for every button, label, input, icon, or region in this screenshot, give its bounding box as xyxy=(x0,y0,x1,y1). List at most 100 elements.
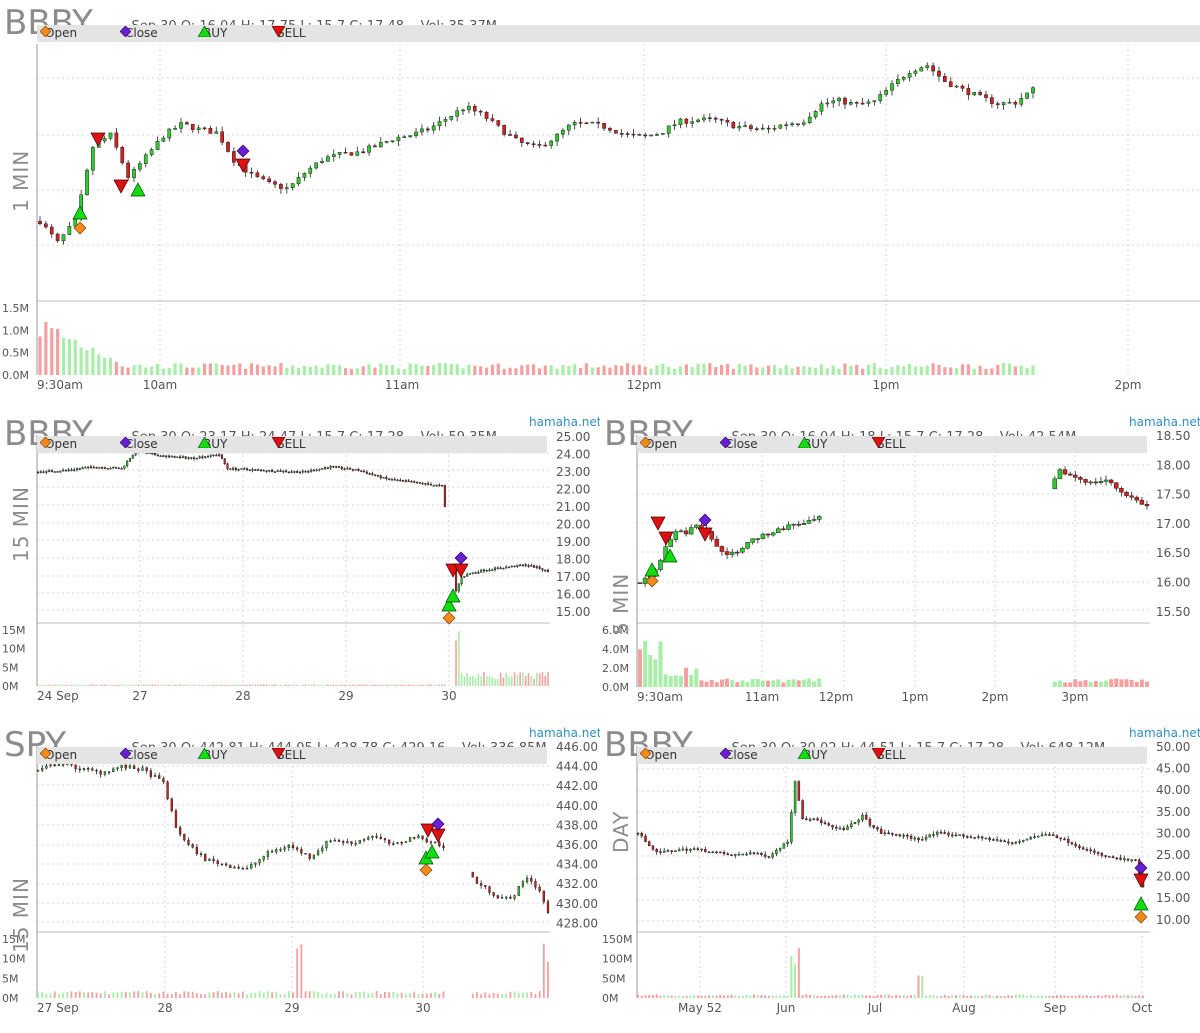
x-tick-label: 30 xyxy=(441,689,456,703)
candle-body xyxy=(950,834,954,837)
legend-sell-label: SELL xyxy=(877,437,906,451)
volume-bar xyxy=(367,993,370,998)
brand-link[interactable]: hamaha.net xyxy=(529,415,600,429)
volume-bar xyxy=(350,994,353,998)
volume-bar xyxy=(182,684,184,686)
volume-bar xyxy=(179,684,181,686)
candle-body xyxy=(666,125,671,134)
candle-body xyxy=(919,67,924,72)
candle-body xyxy=(530,565,533,567)
volume-bar xyxy=(709,679,714,687)
candle-body xyxy=(214,131,219,134)
volume-bar xyxy=(191,991,194,998)
volume-bar xyxy=(221,992,223,998)
candle-body xyxy=(443,119,448,122)
candle-body xyxy=(402,479,405,482)
candle-body xyxy=(321,468,324,470)
legend-close-label: Close xyxy=(725,748,758,762)
volume-bar xyxy=(972,368,976,375)
volume-bar xyxy=(678,675,683,687)
candle-body xyxy=(670,850,673,852)
candle-body xyxy=(678,118,683,125)
brand-link[interactable]: hamaha.net xyxy=(1129,726,1200,740)
volume-bar xyxy=(966,364,970,375)
x-tick-label: Aug xyxy=(952,1001,975,1015)
volume-bar xyxy=(1007,363,1012,375)
open-marker xyxy=(1134,910,1148,924)
candle-body xyxy=(190,123,195,130)
y-tick-label: 442.00 xyxy=(556,779,598,793)
candle-body xyxy=(734,854,737,856)
candle-body xyxy=(948,81,953,87)
volume-bar xyxy=(1018,994,1021,998)
brand-link[interactable]: hamaha.net xyxy=(1129,415,1200,429)
volume-bar xyxy=(917,975,920,998)
volume-bar xyxy=(537,368,542,375)
volume-bar xyxy=(708,363,712,375)
volume-bar xyxy=(766,680,771,687)
candle-body xyxy=(786,524,791,530)
candle-body xyxy=(392,843,395,845)
volume-bar xyxy=(366,684,368,686)
candle-body xyxy=(731,121,736,129)
volume-bar xyxy=(408,363,412,375)
volume-bar xyxy=(78,991,81,998)
candle-body xyxy=(229,468,232,470)
candle-body xyxy=(876,827,879,830)
volume-bar xyxy=(578,367,583,375)
volume-bar xyxy=(484,992,487,998)
volume-bar xyxy=(371,993,374,998)
candle-body xyxy=(475,876,479,884)
volume-bar xyxy=(290,684,293,686)
volume-bar xyxy=(225,991,228,998)
candle-body xyxy=(438,484,441,487)
candle-body xyxy=(245,867,249,870)
volume-bar xyxy=(325,992,328,998)
volume-bar xyxy=(375,991,378,998)
brand-link[interactable]: hamaha.net xyxy=(529,726,600,740)
candle-body xyxy=(173,455,176,458)
candle-body xyxy=(153,453,157,456)
volume-bar xyxy=(255,364,260,375)
candle-body xyxy=(243,468,246,470)
candle-body xyxy=(519,564,522,567)
volume-bar xyxy=(195,993,198,998)
x-tick-label: Jul xyxy=(867,1001,882,1015)
volume-bar xyxy=(734,995,737,998)
volume-bar xyxy=(329,684,332,686)
volume-bar xyxy=(201,684,204,686)
candle-body xyxy=(784,124,789,127)
candle-body xyxy=(332,465,335,468)
candle-body xyxy=(237,866,240,869)
volume-bar xyxy=(896,365,900,375)
volume-bar xyxy=(843,363,847,375)
volume-bar xyxy=(1088,681,1093,687)
volume-bar xyxy=(145,991,148,998)
candle-body xyxy=(57,763,61,766)
sell-marker xyxy=(113,179,129,194)
candle-body xyxy=(455,110,460,117)
volume-bar xyxy=(137,990,140,998)
volume-bar xyxy=(1063,995,1066,998)
volume-bar xyxy=(442,991,445,998)
volume-bar xyxy=(87,684,89,686)
volume-bar xyxy=(740,680,745,687)
candle-body xyxy=(287,844,290,848)
candle-body xyxy=(190,457,193,459)
volume-bar xyxy=(947,995,950,998)
volume-tick-label: 50M xyxy=(602,972,626,985)
volume-bar xyxy=(391,684,393,686)
volume-bar xyxy=(379,684,382,686)
candle-body xyxy=(471,872,474,878)
volume-bar xyxy=(508,676,510,686)
candle-body xyxy=(763,854,767,857)
legend-open-label: Open xyxy=(645,748,678,762)
candle-body xyxy=(349,152,354,156)
volume-bar xyxy=(98,685,101,686)
candle-body xyxy=(128,458,132,462)
volume-bar xyxy=(466,672,468,686)
candle-body xyxy=(463,576,466,578)
volume-bar xyxy=(212,684,215,686)
candle-body xyxy=(1130,859,1134,861)
candle-body xyxy=(300,849,303,854)
